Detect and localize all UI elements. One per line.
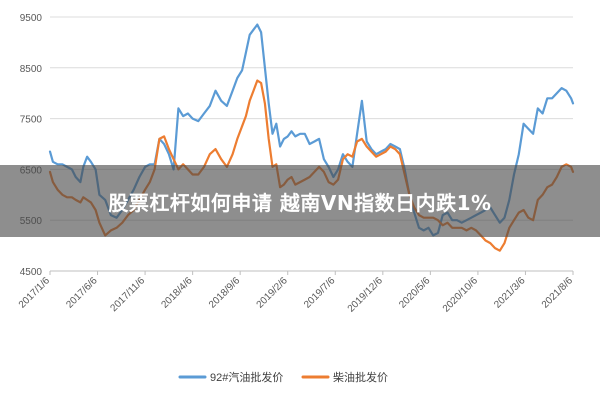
x-tick-label: 2021/8/6 [540,275,576,311]
y-tick-label: 9500 [20,13,43,24]
legend: 92#汽油批发价 柴油批发价 [178,370,388,384]
x-tick-label: 2021/3/6 [492,275,528,311]
x-tick-label: 2017/1/6 [17,275,53,311]
headline-banner: 股票杠杆如何申请 越南VN指数日内跌1% [0,165,600,237]
y-tick-label: 7500 [20,115,43,126]
headline-text: 股票杠杆如何申请 越南VN指数日内跌1% [108,190,492,215]
legend-label-1: 92#汽油批发价 [210,370,283,384]
x-tick-label: 2019/7/6 [302,275,338,311]
x-tick-label: 2018/4/6 [159,275,195,311]
y-tick-label: 4500 [20,267,43,278]
x-tick-label: 2017/11/6 [108,275,147,314]
y-tick-label: 8500 [20,64,43,75]
y-axis: 450055006500750085009500 [20,13,43,278]
x-tick-label: 2020/10/6 [441,275,481,315]
x-axis: 2017/1/6 2017/6/6 2017/11/6 2018/4/6 2018/9/… [17,271,576,315]
x-tick-label: 2017/6/6 [64,275,100,311]
legend-label-2: 柴油批发价 [333,370,388,384]
x-tick-label: 2020/5/6 [397,275,433,311]
x-tick-label: 2019/2/6 [255,275,291,311]
x-tick-label: 2019/12/6 [346,275,386,315]
x-tick-label: 2018/9/6 [207,275,243,311]
